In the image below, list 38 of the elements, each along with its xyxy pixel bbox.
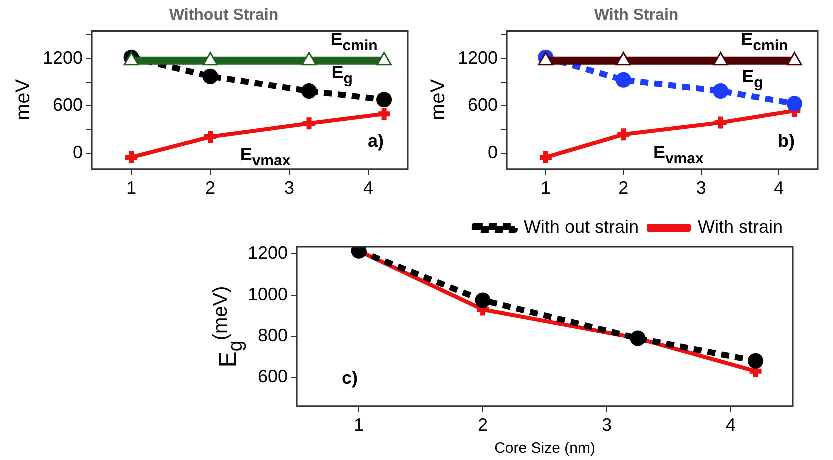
x-tick-label: 4: [726, 415, 736, 436]
y-tick-label: 800: [258, 325, 288, 346]
x-tick-label: 3: [602, 415, 612, 436]
y-axis-title: meV: [12, 80, 36, 121]
y-tick-label: 0: [488, 142, 498, 163]
y-tick-label: 1000: [248, 284, 288, 304]
series-label: E$_{vmax}$: [653, 142, 704, 167]
y-tick-label: 600: [258, 366, 288, 387]
series-label: E$_{cmin}$: [741, 30, 788, 54]
y-tick-label: 0: [73, 142, 84, 163]
y-tick-label: 600: [468, 95, 498, 116]
series-label: E$_{g}$: [742, 66, 764, 92]
x-tick-label: 1: [540, 178, 551, 198]
series-label: E$_{g}$: [332, 62, 353, 88]
y-tick-label: 1200: [42, 48, 84, 68]
series-label: E$_{cmin}$: [330, 30, 378, 54]
x-axis-title: Core Size (nm): [494, 440, 596, 458]
x-tick-label: 3: [696, 178, 706, 198]
x-tick-label: 3: [284, 178, 295, 198]
x-tick-label: 1: [354, 415, 364, 436]
x-tick-label: 4: [774, 178, 784, 198]
legend-label: With out strain: [524, 216, 639, 237]
legend-label: With strain: [698, 216, 784, 237]
annotation: b): [778, 131, 795, 152]
annotation: a): [368, 131, 384, 152]
chart-title: With Strain: [594, 7, 679, 24]
series-label: E$_{vmax}$: [240, 144, 291, 170]
x-tick-label: 4: [364, 178, 374, 198]
x-tick-label: 2: [618, 178, 629, 198]
y-tick-label: 600: [52, 95, 84, 116]
x-tick-label: 1: [126, 178, 137, 198]
y-tick-label: 1200: [458, 48, 498, 68]
y-tick-label: 1200: [248, 243, 288, 264]
annotation: c): [342, 368, 358, 390]
x-tick-label: 2: [206, 178, 216, 198]
y-axis-title: meV: [428, 80, 450, 121]
chart-title: Without Strain: [169, 7, 279, 24]
x-tick-label: 2: [478, 415, 488, 436]
